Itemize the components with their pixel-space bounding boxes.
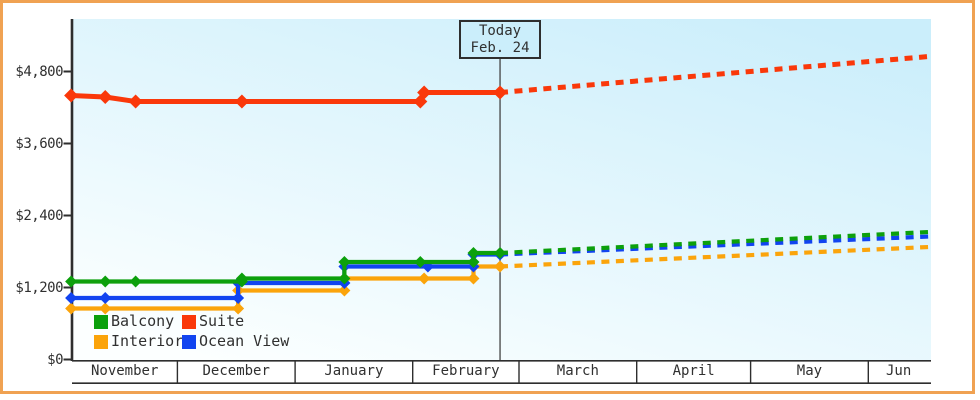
legend-swatch (182, 314, 196, 329)
y-axis-label: $1,200 (15, 279, 63, 296)
month-label: May (796, 363, 823, 379)
y-axis-label: $0 (47, 351, 63, 368)
month-label: February (432, 363, 500, 379)
legend-entry: Ocean View (182, 334, 289, 349)
legend-label: Balcony (111, 312, 175, 330)
month-label: January (324, 363, 384, 379)
y-axis-label: $2,400 (15, 207, 63, 224)
legend: Balcony Suite Interior Ocean View (94, 314, 289, 349)
today-label: Today (478, 23, 522, 39)
month-label: March (556, 363, 599, 379)
y-axis-label: $4,800 (15, 63, 63, 80)
month-label: November (90, 363, 159, 379)
legend-label: Suite (199, 312, 245, 330)
legend-entry: Suite (182, 314, 289, 329)
legend-label: Interior (111, 332, 184, 350)
month-label: April (672, 363, 715, 379)
legend-swatch (94, 334, 108, 349)
legend-swatch (182, 334, 196, 349)
today-date-label: Feb. 24 (470, 40, 530, 56)
today-annotation: Today Feb. 24 (459, 20, 542, 59)
month-label: Jun (885, 363, 912, 379)
legend-entry: Balcony (94, 314, 182, 329)
month-label: December (202, 363, 270, 379)
y-axis-label: $3,600 (15, 135, 63, 152)
legend-label: Ocean View (199, 332, 290, 350)
legend-entry: Interior (94, 332, 184, 350)
legend-swatch (94, 314, 108, 329)
